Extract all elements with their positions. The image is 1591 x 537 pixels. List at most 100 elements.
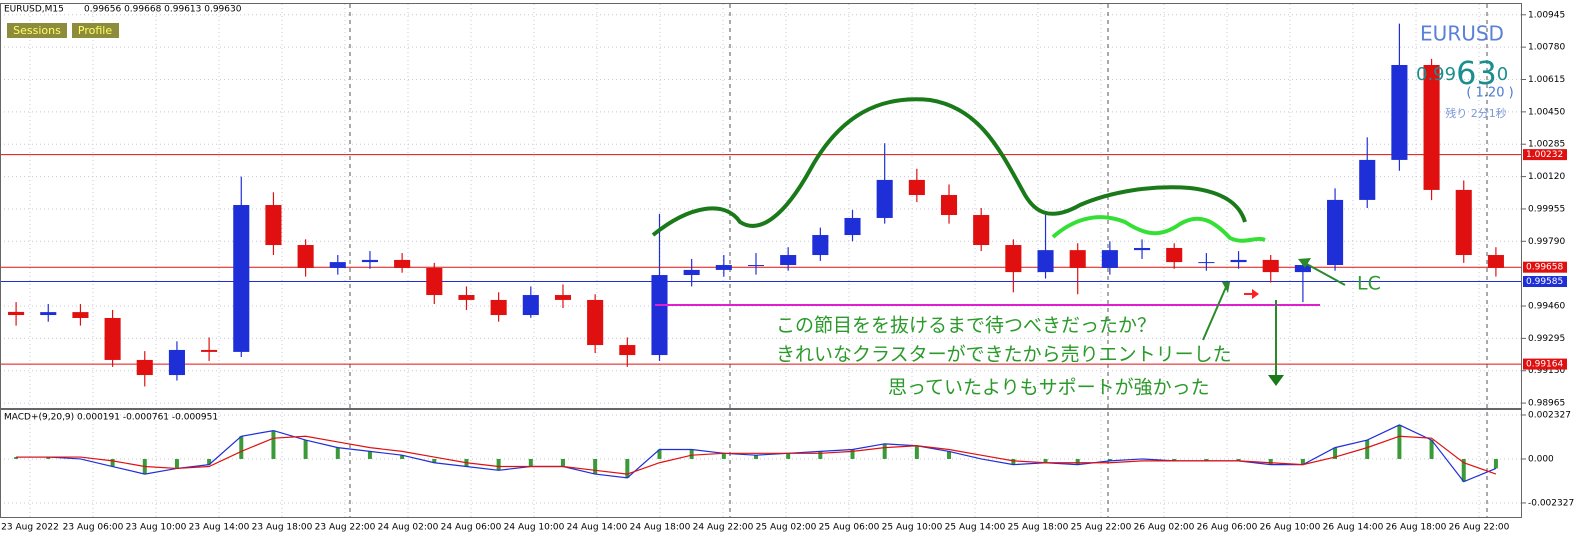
x-tick-label: 23 Aug 18:00 (252, 523, 313, 533)
x-tick-label: 26 Aug 22:00 (1449, 523, 1510, 533)
candle-body (1101, 250, 1118, 268)
y-tick-label: 0.99130 (1528, 366, 1565, 376)
candle-body (361, 259, 378, 263)
macd-histogram (1493, 458, 1498, 469)
candle-body (747, 265, 765, 267)
macd-histogram (818, 451, 823, 459)
button-bg[interactable] (72, 23, 119, 38)
y-tick-label: 0.99790 (1528, 237, 1565, 247)
x-tick-label: 25 Aug 02:00 (756, 523, 817, 533)
macd-histogram (174, 458, 179, 469)
x-tick-label: 24 Aug 14:00 (567, 523, 628, 533)
level-label: 0.99658 (1526, 263, 1563, 273)
level-label: 0.99164 (1526, 360, 1563, 370)
candle-body (1294, 265, 1311, 273)
arrow-head (1222, 282, 1230, 293)
x-tick-label: 26 Aug 10:00 (1260, 523, 1321, 533)
price-suffix: 0 (1497, 64, 1508, 85)
x-tick-label: 25 Aug 06:00 (819, 523, 880, 533)
candle-body (844, 217, 861, 236)
sessions-button[interactable]: Sessions (13, 24, 61, 37)
macd-histogram (1333, 447, 1338, 459)
cluster-curve (1051, 215, 1266, 243)
macd-histogram (754, 455, 758, 459)
macd-histogram (914, 445, 919, 459)
macd-histogram (400, 455, 405, 459)
level-tag (1523, 261, 1567, 273)
candle-body (8, 311, 25, 316)
macd-histogram (1043, 458, 1048, 463)
candle-body (1166, 247, 1183, 263)
candle-body (1230, 259, 1247, 263)
main-panel-border (0, 3, 1522, 409)
x-tick-label: 26 Aug 18:00 (1386, 523, 1447, 533)
level-tag (1523, 358, 1567, 370)
macd-histogram (560, 458, 565, 467)
annotation: 思っていたよりもサポートが強かった (888, 377, 1210, 399)
candle-body (1455, 189, 1472, 256)
y-tick-label: 1.00450 (1528, 107, 1565, 117)
candle-body (1005, 245, 1022, 273)
candle-body (265, 205, 282, 246)
x-tick-label: 23 Aug 14:00 (189, 523, 250, 533)
y-tick-label: -0.002327 (1528, 498, 1574, 508)
ticker-symbol: EURUSD (1420, 22, 1504, 46)
macd-histogram (14, 457, 19, 459)
y-tick-label: 0.98965 (1528, 399, 1565, 409)
x-tick-label: 25 Aug 18:00 (1008, 523, 1069, 533)
macd-histogram (239, 436, 244, 459)
header-symbol: EURUSD,M15 (4, 5, 64, 15)
macd-histogram (1397, 424, 1402, 459)
x-tick-label: 23 Aug 2022 (1, 523, 59, 533)
macd-histogram (335, 447, 340, 459)
macd-histogram (271, 430, 276, 459)
x-tick-label: 24 Aug 06:00 (441, 523, 502, 533)
macd-histogram (1461, 458, 1466, 482)
arrow (1302, 261, 1346, 286)
macd-panel-border (0, 409, 1522, 518)
price-prefix: 0.99 (1416, 64, 1456, 85)
macd-histogram (303, 440, 308, 459)
macd-histogram (1300, 458, 1305, 465)
candle-body (168, 349, 185, 376)
y-tick-label: 1.00780 (1528, 43, 1565, 53)
candle-body (490, 299, 507, 316)
candle-body (587, 299, 604, 346)
macd-histogram (786, 453, 791, 459)
candle-body (233, 205, 250, 352)
candle-body (715, 265, 732, 270)
macd-histogram (367, 451, 372, 459)
macd-histogram (496, 458, 501, 471)
y-tick-label: 1.00615 (1528, 75, 1565, 85)
y-tick-label: 0.002327 (1528, 410, 1571, 420)
candle-body (458, 295, 475, 300)
candle-body (1198, 262, 1215, 264)
candle-body (1359, 159, 1376, 200)
ticker-change: ( 1.20 ) (1466, 86, 1513, 101)
x-tick-label: 25 Aug 10:00 (882, 523, 943, 533)
y-tick-label: 0.99295 (1528, 334, 1565, 344)
macd-histogram (721, 453, 726, 459)
candle-body (1262, 259, 1279, 273)
x-tick-label: 23 Aug 06:00 (63, 523, 124, 533)
ticker-timer: 残り 2分1秒 (1445, 106, 1507, 120)
candle-body (394, 259, 411, 268)
candle-body (329, 262, 346, 268)
macd-histogram (432, 458, 437, 463)
level-tag (1523, 149, 1567, 161)
macd-histogram (528, 458, 533, 467)
profile-button[interactable]: Profile (78, 24, 112, 37)
arrow-head (1298, 258, 1311, 268)
macd-title: MACD+(9,20,9) 0.000191 -0.000761 -0.0009… (4, 413, 218, 423)
candle-body (780, 255, 797, 266)
candle-body (1487, 255, 1504, 268)
x-tick-label: 24 Aug 22:00 (693, 523, 754, 533)
y-tick-label: 0.99955 (1528, 204, 1565, 214)
macd-histogram (1011, 458, 1016, 465)
macd-histogram (1107, 458, 1112, 461)
macd-histogram (689, 449, 694, 459)
button-bg[interactable] (7, 23, 67, 38)
macd-histogram (850, 449, 855, 459)
x-tick-label: 25 Aug 14:00 (945, 523, 1006, 533)
candle-body (940, 195, 958, 216)
